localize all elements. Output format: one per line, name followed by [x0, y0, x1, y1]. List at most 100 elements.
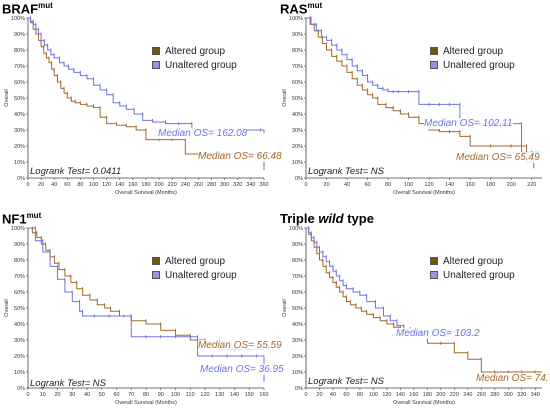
y-axis-label: Overall — [4, 89, 10, 106]
km-chart-triple-wild-type: 0% 10% 20% 30% 40% 50% 60% 70% 80% 90% 100% 0 20 40 60… — [282, 226, 542, 406]
x-axis-label: Overall Survival (Months) — [393, 190, 455, 196]
x-tick-label: 340 — [531, 392, 540, 398]
x-axis-label: Overall Survival (Months) — [115, 400, 177, 406]
y-tick-label: 40% — [14, 322, 25, 328]
x-tick-label: 260 — [477, 392, 486, 398]
y-axis-label: Overall — [282, 89, 288, 106]
km-curve-unaltered — [306, 227, 468, 333]
median-unaltered-braf: Median OS= 162.08 — [158, 128, 248, 139]
y-tick-label: 30% — [292, 128, 303, 134]
panel-title-triple-wild-type: Triple wild type — [280, 211, 374, 226]
x-tick-label: 100 — [404, 182, 413, 188]
panel-title-nf1: NF1mut — [2, 211, 42, 227]
x-tick-label: 0 — [26, 182, 29, 188]
x-tick-label: 100 — [369, 392, 378, 398]
x-tick-label: 50 — [99, 392, 105, 398]
x-tick-label: 360 — [259, 182, 268, 188]
x-tick-label: 40 — [84, 392, 90, 398]
x-tick-label: 70 — [128, 392, 134, 398]
x-tick-label: 0 — [304, 392, 307, 398]
x-tick-label: 280 — [490, 392, 499, 398]
x-tick-label: 220 — [450, 392, 459, 398]
x-tick-label: 10 — [40, 392, 46, 398]
y-tick-label: 60% — [292, 290, 303, 296]
legend-altered-label: Altered group — [443, 255, 504, 267]
x-tick-label: 80 — [385, 182, 391, 188]
x-tick-label: 80 — [77, 182, 83, 188]
x-tick-label: 200 — [507, 182, 516, 188]
legend-braf: Altered group Unaltered group — [152, 44, 237, 72]
y-tick-label: 90% — [14, 242, 25, 248]
x-tick-label: 120 — [382, 392, 391, 398]
km-curve-unaltered — [306, 17, 540, 153]
x-tick-label: 160 — [259, 392, 268, 398]
unaltered-swatch — [152, 271, 160, 279]
y-tick-label: 60% — [292, 80, 303, 86]
logrank-ras: Logrank Test= NS — [308, 166, 384, 177]
km-chart-braf: 0% 10% 20% 30% 40% 50% 60% 70% 80% 90% 100% 0 20 40 60… — [4, 16, 269, 196]
x-tick-label: 60 — [343, 392, 349, 398]
x-tick-label: 150 — [245, 392, 254, 398]
km-panel-triple-wild-type: 0% 10% 20% 30% 40% 50% 60% 70% 80% 90% 100% 0 20 40 60… — [278, 210, 550, 410]
x-tick-label: 100 — [89, 182, 98, 188]
y-tick-label: 30% — [14, 128, 25, 134]
legend-unaltered-label: Unaltered group — [443, 59, 515, 71]
panel-title-braf: BRAFmut — [2, 1, 53, 17]
median-unaltered-nf1: Median OS= 36.95 — [200, 364, 284, 375]
x-tick-label: 40 — [51, 182, 57, 188]
y-tick-label: 10% — [292, 370, 303, 376]
legend-unaltered-label: Unaltered group — [165, 269, 237, 281]
x-tick-label: 180 — [141, 182, 150, 188]
y-axis-label: Overall — [4, 299, 10, 316]
km-panel-braf: 0% 10% 20% 30% 40% 50% 60% 70% 80% 90% 100% 0 20 40 60… — [0, 0, 282, 200]
x-tick-label: 20 — [316, 392, 322, 398]
x-tick-label: 340 — [246, 182, 255, 188]
y-axis-label: Overall — [282, 299, 288, 316]
logrank-triple-wild-type: Logrank Test= NS — [308, 376, 384, 387]
x-tick-label: 100 — [171, 392, 180, 398]
x-tick-label: 0 — [26, 392, 29, 398]
y-tick-label: 0% — [295, 386, 303, 392]
x-tick-label: 300 — [504, 392, 513, 398]
y-tick-label: 40% — [292, 112, 303, 118]
x-tick-label: 300 — [220, 182, 229, 188]
km-curve-unaltered — [28, 227, 265, 382]
unaltered-swatch — [430, 61, 438, 69]
y-tick-label: 70% — [292, 64, 303, 70]
y-tick-label: 50% — [14, 306, 25, 312]
y-tick-label: 20% — [14, 144, 25, 150]
legend-triple-wild-type: Altered group Unaltered group — [430, 254, 515, 282]
y-tick-label: 70% — [292, 274, 303, 280]
legend-unaltered-label: Unaltered group — [443, 269, 515, 281]
x-tick-label: 180 — [486, 182, 495, 188]
x-tick-label: 120 — [425, 182, 434, 188]
x-tick-label: 320 — [233, 182, 242, 188]
unaltered-swatch — [430, 271, 438, 279]
km-curve-altered — [306, 17, 535, 169]
altered-swatch — [430, 47, 438, 55]
y-tick-label: 10% — [292, 160, 303, 166]
x-tick-label: 240 — [181, 182, 190, 188]
y-tick-label: 100% — [289, 16, 303, 22]
x-tick-label: 60 — [365, 182, 371, 188]
median-altered-triple-wild-type: Median OS= 74.73 — [476, 373, 550, 384]
y-tick-label: 30% — [14, 338, 25, 344]
x-tick-label: 80 — [357, 392, 363, 398]
y-tick-label: 80% — [292, 258, 303, 264]
y-tick-label: 40% — [292, 322, 303, 328]
y-tick-label: 80% — [14, 48, 25, 54]
y-tick-label: 40% — [14, 112, 25, 118]
y-tick-label: 20% — [292, 144, 303, 150]
median-altered-nf1: Median OS= 55.59 — [198, 340, 282, 351]
x-tick-label: 260 — [194, 182, 203, 188]
y-tick-label: 50% — [292, 96, 303, 102]
x-tick-label: 280 — [207, 182, 216, 188]
altered-swatch — [430, 257, 438, 265]
x-tick-label: 40 — [330, 392, 336, 398]
y-tick-label: 90% — [14, 32, 25, 38]
x-tick-label: 60 — [113, 392, 119, 398]
x-tick-label: 200 — [155, 182, 164, 188]
panel-title-ras: RASmut — [280, 1, 323, 17]
median-unaltered-ras: Median OS= 102.11 — [424, 118, 513, 129]
